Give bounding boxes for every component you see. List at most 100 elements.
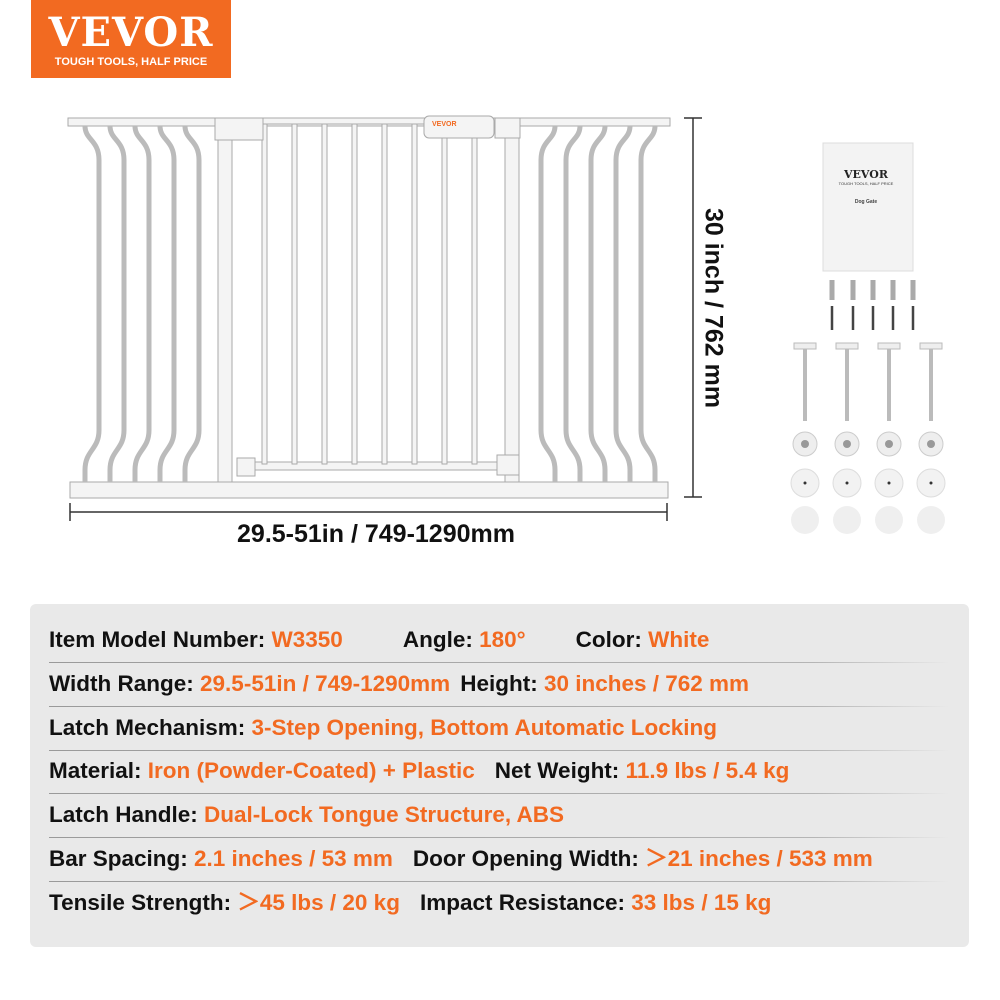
hinge [214,117,264,141]
gate-image: VEVOR [67,115,671,499]
pressure-bolt [845,349,849,421]
wall-cup-center [845,481,849,485]
lock-nut-hole [843,440,851,448]
instruction-manual: VEVOR TOUGH TOOLS, HALF PRICE Dog Gate [822,142,914,272]
adhesive-pad [791,506,819,534]
width-dimension-line [69,503,668,521]
latch-handle [423,115,495,139]
wall-anchor [910,280,916,300]
hinge [236,457,256,477]
spec-label: Tensile Strength: [49,890,238,915]
spec-row: Bar Spacing: 2.1 inches / 53 mm Door Open… [49,837,873,881]
wall-anchor [890,280,896,300]
side-bar [182,125,202,482]
door-bar [381,123,388,465]
wall-anchor [870,280,876,300]
side-bar [638,125,658,482]
spec-label: Net Weight: [494,758,626,783]
vevor-logo: VEVOR TOUGH TOOLS, HALF PRICE [31,0,231,78]
adhesive-pad [875,506,903,534]
spec-value: 30 inches / 762 mm [543,671,750,696]
gate-post [217,119,233,483]
side-bar [538,125,558,482]
pressure-bolt [929,349,933,421]
spec-label: Angle: [402,627,480,652]
spec-label: Latch Handle: [49,802,205,827]
door-bottom [236,461,508,471]
spec-value: ＞21 inches / 533 mm [645,846,873,871]
product-illustration: VEVOR VEVOR TOUGH TOOLS, HALF PRICE Dog … [67,115,946,534]
spec-value: 3-Step Opening, Bottom Automatic Locking [251,715,717,740]
spec-label: Item Model Number: [49,627,272,652]
wall-cup-center [887,481,891,485]
spec-row: Item Model Number: W3350 Angle: 180° Color… [49,618,709,662]
svg-text:TOUGH TOOLS, HALF PRICE: TOUGH TOOLS, HALF PRICE [839,181,894,186]
bottom-rail [69,481,669,499]
spec-value: 29.5-51in / 749-1290mm [200,671,451,696]
side-bar [82,125,102,482]
row-divider [49,750,949,751]
door-bar [321,123,328,465]
side-bar [132,125,152,482]
logo-tagline: TOUGH TOOLS, HALF PRICE [54,56,208,68]
spec-label: Bar Spacing: [49,846,195,871]
side-bar [588,125,608,482]
spec-value: W3350 [271,627,343,652]
door-bar [291,123,298,465]
pressure-bolt-cap [877,342,901,350]
hinge [494,117,521,139]
spec-label: Latch Mechanism: [49,715,252,740]
adhesive-pad [917,506,945,534]
spec-value: Iron (Powder-Coated) + Plastic [147,758,475,783]
row-divider [49,706,949,707]
spec-label: Impact Resistance: [419,890,632,915]
side-bar [613,125,633,482]
spec-label: Color: [575,627,649,652]
wall-cup-center [929,481,933,485]
spec-row: Material: Iron (Powder-Coated) + Plastic… [49,749,789,793]
spec-label: Material: [49,758,148,783]
spec-row: Latch Handle: Dual-Lock Tongue Structure… [49,793,564,837]
pressure-bolt-cap [793,342,817,350]
adhesive-pad [833,506,861,534]
spec-label: Door Opening Width: [412,846,646,871]
spec-value: 11.9 lbs / 5.4 kg [625,758,790,783]
door-bar [471,123,478,465]
hinge [496,454,520,476]
side-bar [107,125,127,482]
gate-logo: VEVOR [432,121,457,128]
lock-nut-hole [885,440,893,448]
height-dimension-line [684,117,702,498]
spec-value: White [648,627,710,652]
gate-post [504,119,520,483]
spec-row: Latch Mechanism: 3-Step Opening, Bottom … [49,706,717,750]
spec-row: Width Range: 29.5-51in / 749-1290mm Heigh… [49,662,749,706]
svg-text:Dog Gate: Dog Gate [855,199,877,205]
door-bar [441,123,448,465]
spec-label: Width Range: [49,671,201,696]
spec-value: Dual-Lock Tongue Structure, ABS [204,802,565,827]
side-bar [563,125,583,482]
pressure-bolt-cap [835,342,859,350]
row-divider [49,881,949,882]
spec-value: 180° [479,627,526,652]
lock-nut-hole [801,440,809,448]
pressure-bolt [803,349,807,421]
wall-cup-center [803,481,807,485]
door-bar [411,123,418,465]
door-bar [261,123,268,465]
spec-value: 2.1 inches / 53 mm [194,846,393,871]
row-divider [49,837,949,838]
spec-row: Tensile Strength: ＞45 lbs / 20 kg Impact … [49,881,771,925]
width-label: 29.5-51in / 749-1290mm [237,520,515,548]
height-label: 30 inch / 762 mm [699,207,728,409]
spec-label: Height: [460,671,544,696]
row-divider [49,662,949,663]
spec-value: ＞45 lbs / 20 kg [237,890,400,915]
spec-value: 33 lbs / 15 kg [631,890,772,915]
pressure-bolt-cap [919,342,943,350]
logo-brand: VEVOR [48,9,214,56]
side-bar [157,125,177,482]
spec-panel: Item Model Number: W3350 Angle: 180° Color… [30,604,969,947]
pressure-bolt [887,349,891,421]
